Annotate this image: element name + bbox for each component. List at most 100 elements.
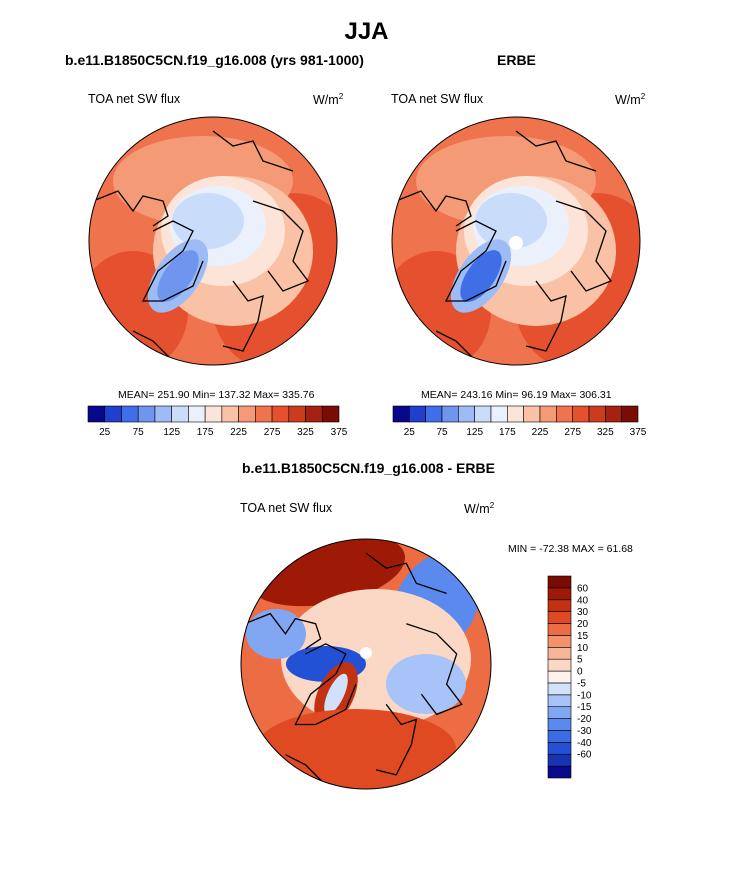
colorbar-swatch xyxy=(547,718,572,731)
panel-2-units: W/m2 xyxy=(615,92,646,108)
colorbar-swatch xyxy=(507,405,524,423)
colorbar-swatch xyxy=(588,405,606,423)
colorbar-swatch xyxy=(392,405,410,423)
colorbar-swatch xyxy=(104,405,122,423)
colorbar-swatch xyxy=(547,694,572,708)
panel-1-stats: MEAN= 251.90 Min= 137.32 Max= 335.76 xyxy=(118,389,315,401)
field-region-greenland xyxy=(460,250,502,302)
colorbar-tick-label: 0 xyxy=(577,667,583,678)
colorbar-swatch xyxy=(441,405,459,423)
panel-2-stats: MEAN= 243.16 Min= 96.19 Max= 306.31 xyxy=(421,389,612,401)
colorbar-tick-label: 75 xyxy=(133,427,145,438)
colorbar-tick-label: -5 xyxy=(577,678,586,689)
colorbar-swatch xyxy=(87,405,106,423)
coastlines xyxy=(92,130,310,362)
pole-missing-data xyxy=(509,236,523,250)
coastline-asia xyxy=(555,200,613,292)
coastline-north-america xyxy=(244,612,322,650)
field-region-greenland xyxy=(324,673,348,715)
colorbar-swatch xyxy=(425,405,443,423)
coastline-europe xyxy=(375,703,418,776)
panel-1-units: W/m2 xyxy=(313,92,344,108)
field-region xyxy=(386,654,466,714)
panel-2-variable-label: TOA net SW flux xyxy=(391,92,484,106)
colorbar-tick-label: 25 xyxy=(404,427,416,438)
colorbar-swatch xyxy=(547,611,572,624)
colorbar-swatch xyxy=(255,405,273,423)
colorbar-swatch xyxy=(547,765,572,779)
map-outline xyxy=(240,538,492,790)
colorbar-tick-label: 225 xyxy=(532,427,549,438)
panel-1-variable-label: TOA net SW flux xyxy=(88,92,181,106)
colorbar-swatch xyxy=(547,706,572,719)
field-region xyxy=(172,193,244,249)
colorbar-swatch xyxy=(547,742,572,755)
colorbar-swatch xyxy=(221,405,239,423)
field-region xyxy=(246,609,306,659)
colorbar-tick-label: 20 xyxy=(577,619,589,630)
coastline-pacific xyxy=(212,130,294,172)
colorbar-swatch xyxy=(547,599,572,612)
colorbar-swatch xyxy=(547,730,572,743)
coastline-africa xyxy=(435,330,477,362)
map-outline xyxy=(391,116,641,366)
coastline-africa xyxy=(285,754,327,786)
colorbar-swatch xyxy=(474,405,492,423)
panel-2-title: ERBE xyxy=(497,52,536,68)
panel-1-title: b.e11.B1850C5CN.f19_g16.008 (yrs 981-100… xyxy=(65,52,364,68)
colorbar-swatch xyxy=(305,405,323,423)
colorbar-tick-label: -10 xyxy=(577,690,592,701)
colorbar-swatch xyxy=(409,405,426,423)
field-layer-3 xyxy=(241,539,491,789)
colorbar-swatch xyxy=(547,587,572,601)
colorbar-swatch xyxy=(539,405,557,423)
colorbar-tick-label: -20 xyxy=(577,714,592,725)
colorbar-swatch xyxy=(188,405,206,423)
field-region xyxy=(256,709,456,789)
colorbar-swatch xyxy=(547,753,572,767)
colorbar-tick-label: 60 xyxy=(577,583,589,594)
colorbar-tick-label: 10 xyxy=(577,643,589,654)
colorbar-tick-label: 225 xyxy=(230,427,247,438)
colorbar-swatch xyxy=(321,405,340,423)
colorbar-tick-label: -15 xyxy=(577,702,592,713)
colorbar-swatch xyxy=(547,682,572,696)
colorbar-tick-label: 175 xyxy=(197,427,214,438)
pole-missing-data xyxy=(360,647,372,659)
colorbar-tick-label: 275 xyxy=(564,427,581,438)
colorbar-swatch xyxy=(490,405,508,423)
colorbar-swatch xyxy=(204,405,223,423)
colorbar-tick-label: 275 xyxy=(264,427,281,438)
colorbar-tick-label: -60 xyxy=(577,750,592,761)
colorbar-swatch xyxy=(458,405,475,423)
coastline-pacific xyxy=(365,552,447,595)
colorbar-tick-label: 375 xyxy=(630,427,647,438)
coastline-greenland xyxy=(294,643,357,726)
colorbar-swatch xyxy=(556,405,573,423)
colorbar-tick-label: 40 xyxy=(577,595,589,606)
coastline-pacific xyxy=(515,130,597,172)
colorbar-swatch xyxy=(605,405,622,423)
coastline-greenland xyxy=(444,220,507,302)
colorbar-tick-label: -30 xyxy=(577,726,592,737)
panel-3-title: b.e11.B1850C5CN.f19_g16.008 - ERBE xyxy=(242,460,495,476)
colorbar-swatch xyxy=(154,405,172,423)
coastline-europe xyxy=(222,280,264,352)
colorbar-swatch xyxy=(238,405,256,423)
colorbar-tick-label: 30 xyxy=(577,607,589,618)
field-region xyxy=(475,193,547,249)
field-layer-2 xyxy=(392,117,640,365)
colorbar-swatch xyxy=(572,405,590,423)
colorbar-tick-label: 125 xyxy=(163,427,180,438)
coastline-asia xyxy=(252,200,310,292)
colorbar-swatch xyxy=(271,405,290,423)
colorbar-swatch xyxy=(547,670,572,684)
polar-map-1: 25 75 125 175 225 275 325 375 xyxy=(87,116,348,438)
colorbar-swatch xyxy=(137,405,156,423)
map-outline xyxy=(88,116,338,366)
colorbar-tick-label: 325 xyxy=(597,427,614,438)
colorbar-tick-label: 15 xyxy=(577,631,589,642)
colorbar-tick-label: 125 xyxy=(466,427,483,438)
colorbar-swatch xyxy=(547,623,572,636)
